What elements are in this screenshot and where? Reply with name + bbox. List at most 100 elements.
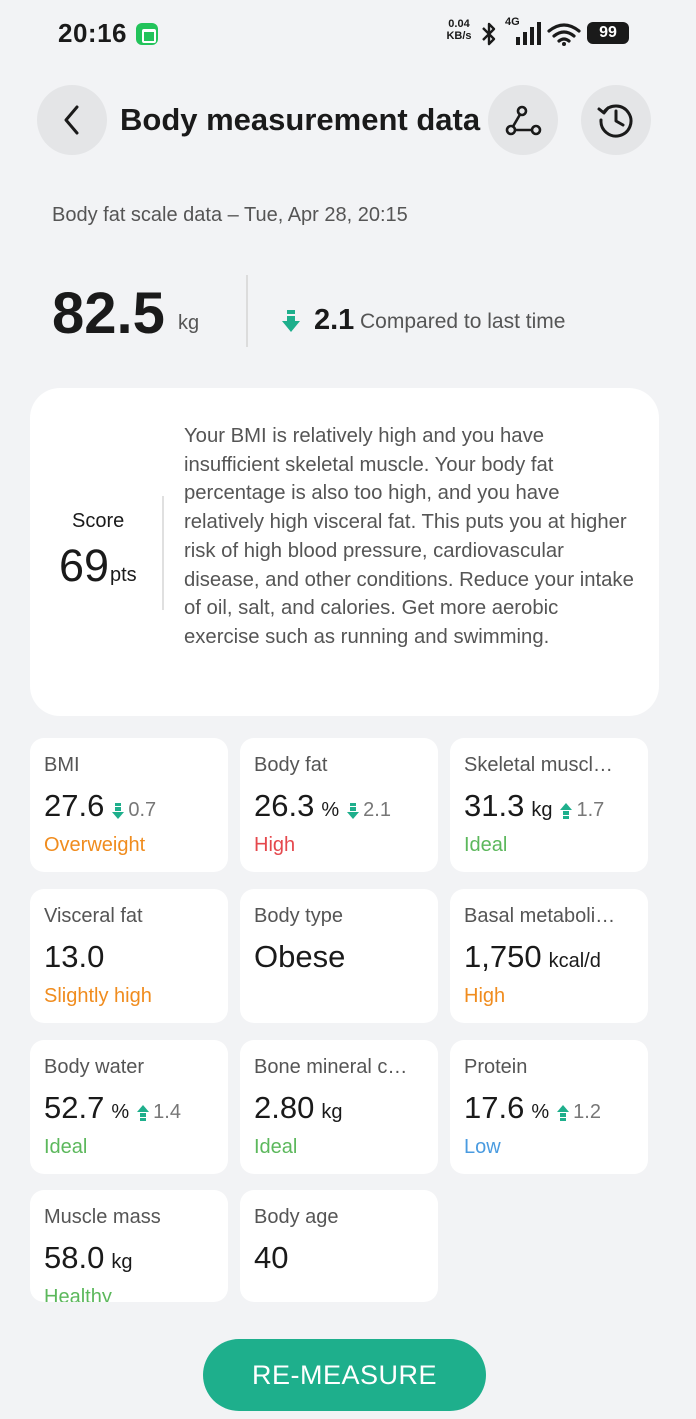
metric-value: 17.6	[464, 1090, 525, 1125]
metric-delta: 0.7	[111, 799, 156, 822]
metric-unit: kg	[531, 799, 553, 821]
arrow-up-icon	[137, 1104, 150, 1121]
metric-tile[interactable]: Skeletal muscl… 31.3 kg 1.7 Ideal	[450, 738, 648, 872]
metric-value-row: Obese	[254, 939, 345, 975]
score-divider	[162, 496, 164, 610]
metric-title: Bone mineral c…	[254, 1056, 408, 1078]
score-value: 69	[59, 540, 110, 591]
metric-title: Basal metaboli…	[464, 905, 616, 927]
arrow-down-icon	[112, 802, 125, 819]
metric-unit: kg	[111, 1251, 133, 1273]
metric-value: 2.80	[254, 1090, 315, 1125]
metric-tile[interactable]: Bone mineral c… 2.80 kg Ideal	[240, 1040, 438, 1174]
metric-value: 31.3	[464, 788, 525, 823]
metric-tile[interactable]: Visceral fat 13.0 Slightly high	[30, 889, 228, 1023]
metric-status: Healthy	[44, 1286, 112, 1302]
metric-value: 58.0	[44, 1240, 105, 1275]
metric-title: Body fat	[254, 754, 328, 776]
metric-value: 52.7	[44, 1090, 105, 1125]
metric-title: Body water	[44, 1056, 145, 1078]
arrow-up-icon	[560, 802, 573, 819]
metric-value: 1,750	[464, 939, 542, 974]
metric-title: Body age	[254, 1206, 339, 1228]
weight-delta-value: 2.1	[314, 304, 355, 336]
metric-value: 26.3	[254, 788, 315, 823]
metric-value-row: 26.3% 2.1	[254, 788, 391, 824]
metric-tile[interactable]: Body water 52.7% 1.4 Ideal	[30, 1040, 228, 1174]
metric-tile[interactable]: Muscle mass 58.0 kg Healthy	[30, 1190, 228, 1302]
trend-button[interactable]	[488, 85, 558, 155]
metric-status: Overweight	[44, 834, 146, 856]
metric-unit: kg	[321, 1101, 343, 1123]
metric-tile[interactable]: Basal metaboli… 1,750 kcal/d High	[450, 889, 648, 1023]
metric-title: Protein	[464, 1056, 528, 1078]
metric-value-row: 13.0	[44, 939, 104, 975]
metric-status: High	[464, 985, 506, 1007]
page-title: Body measurement data	[120, 102, 481, 137]
arrow-down-icon	[347, 802, 360, 819]
metric-delta: 1.7	[559, 799, 604, 822]
wifi-icon	[547, 23, 581, 46]
network-type: 4G	[505, 16, 520, 28]
metric-title: Visceral fat	[44, 905, 143, 927]
metric-value: 27.6	[44, 788, 105, 823]
metric-value-row: 52.7% 1.4	[44, 1090, 181, 1126]
metric-delta: 2.1	[346, 799, 391, 822]
chevron-left-icon	[64, 105, 79, 135]
metric-tile[interactable]: Protein 17.6% 1.2 Low	[450, 1040, 648, 1174]
metric-value-row: 2.80 kg	[254, 1090, 342, 1126]
metric-value-row: 31.3 kg 1.7	[464, 788, 604, 824]
network-speed-unit: KB/s	[446, 30, 472, 42]
metric-unit: %	[531, 1101, 550, 1123]
metric-tile[interactable]: Body fat 26.3% 2.1 High	[240, 738, 438, 872]
metric-delta: 1.4	[136, 1101, 181, 1124]
trend-route-icon	[505, 105, 542, 136]
metric-delta: 1.2	[556, 1101, 601, 1124]
metric-value-row: 27.6 0.7	[44, 788, 156, 824]
network-speed: 0.04 KB/s	[444, 18, 474, 42]
metric-value: Obese	[254, 939, 346, 974]
metric-status: Ideal	[254, 1136, 298, 1158]
metric-title: Muscle mass	[44, 1206, 161, 1228]
status-bar: 20:16 0.04 KB/s 4G 99	[0, 0, 696, 68]
metric-delta-value: 1.4	[153, 1101, 181, 1123]
metric-title: BMI	[44, 754, 80, 776]
metric-tile[interactable]: Body type Obese	[240, 889, 438, 1023]
metric-tile[interactable]: BMI 27.6 0.7 Overweight	[30, 738, 228, 872]
status-time: 20:16	[58, 18, 127, 48]
metric-delta-value: 2.1	[363, 799, 391, 821]
metric-status: High	[254, 834, 296, 856]
history-button[interactable]	[581, 85, 651, 155]
arrow-down-icon	[282, 310, 300, 332]
history-clock-icon	[597, 104, 633, 138]
metric-value-row: 1,750 kcal/d	[464, 939, 601, 975]
metric-value-row: 17.6% 1.2	[464, 1090, 601, 1126]
score-unit: pts	[110, 564, 137, 586]
weight-divider	[246, 275, 248, 347]
metric-unit: %	[321, 799, 340, 821]
metric-delta-value: 1.2	[573, 1101, 601, 1123]
network-speed-value: 0.04	[448, 18, 470, 30]
metric-value-row: 58.0 kg	[44, 1240, 132, 1276]
re-measure-button[interactable]: RE-MEASURE	[203, 1339, 486, 1411]
score-label: Score	[72, 510, 125, 532]
metric-status: Ideal	[464, 834, 508, 856]
metric-unit: kcal/d	[548, 950, 601, 972]
metric-status: Ideal	[44, 1136, 88, 1158]
score-description: Your BMI is relatively high and you have…	[184, 425, 634, 648]
metric-title: Skeletal muscl…	[464, 754, 613, 776]
metric-status: Low	[464, 1136, 501, 1158]
weight-unit: kg	[178, 312, 200, 334]
metric-title: Body type	[254, 905, 343, 927]
metric-value: 40	[254, 1240, 289, 1275]
metric-tile[interactable]: Body age 40	[240, 1190, 438, 1302]
signal-strength-icon	[516, 22, 541, 45]
score-card[interactable]	[30, 388, 659, 716]
metric-status: Slightly high	[44, 985, 152, 1007]
bluetooth-icon	[482, 22, 496, 46]
metric-delta-value: 1.7	[576, 799, 605, 821]
battery-indicator: 99	[587, 22, 629, 44]
back-button[interactable]	[37, 85, 107, 155]
mi-home-app-icon	[136, 23, 158, 45]
measurement-subtitle: Body fat scale data – Tue, Apr 28, 20:15	[52, 204, 408, 226]
